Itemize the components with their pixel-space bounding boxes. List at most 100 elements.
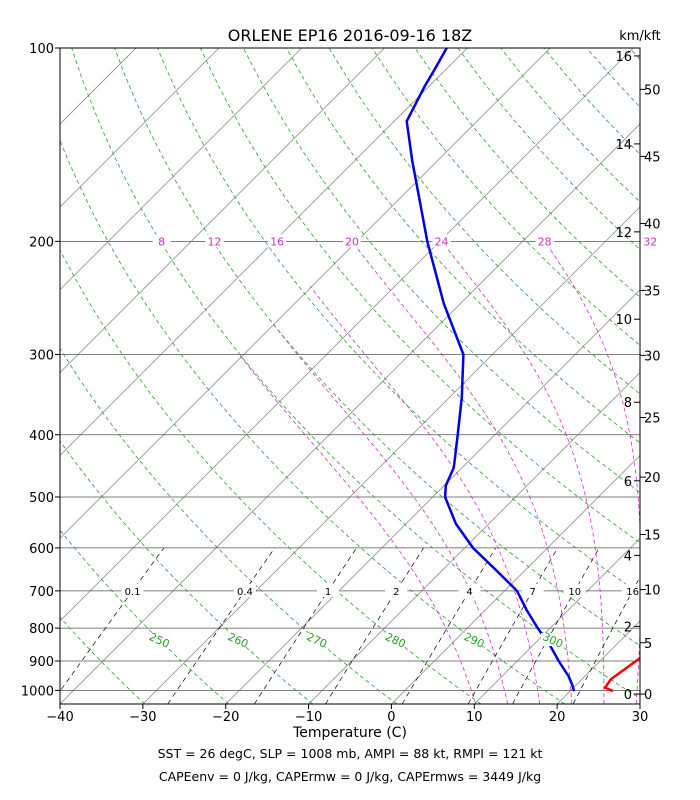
x-tick-label: 10 [466,710,483,725]
moist-adiabat-label-bg [641,234,660,248]
moist-adiabat-label: 16 [270,235,284,248]
pressure-tick-label: 900 [29,655,54,670]
x-tick-label: −10 [295,710,322,725]
dry-adiabat-line [243,48,640,493]
kft-tick-label: 40 [644,217,661,232]
isotherm-line [60,48,220,208]
dry-adiabat-label-bg [226,633,251,647]
isotherm-line [60,48,302,291]
x-tick-label: −30 [129,710,156,725]
mixing-ratio-label: 7 [529,587,535,598]
dry-adiabat-line [285,48,640,444]
isotherm-line [639,703,640,704]
mixing-ratio-label-bg [621,583,644,597]
dry-adiabat-line [586,48,640,108]
km-tick-label: 4 [624,549,632,564]
dry-adiabat-line [60,347,397,704]
kft-tick-label: 25 [644,411,661,426]
mixing-ratio-label: 0.1 [125,587,141,598]
x-tick-label: −40 [46,710,73,725]
background-grid [0,48,700,704]
dry-adiabat-line [60,139,566,704]
dry-adiabat-label-bg [541,633,566,647]
x-tick-label: 0 [387,710,395,725]
km-tick-label: 0 [624,688,632,703]
kft-tick-label: 5 [644,637,652,652]
dry-adiabat-line [60,248,482,704]
series-dewpoint-line [405,48,576,692]
footer-line-1: SST = 26 degC, SLP = 1008 mb, AMPI = 88 … [158,746,543,761]
mixing-ratio-label: 2 [393,587,399,598]
dry-adiabat-line [60,702,61,704]
plot-frame [59,47,641,705]
moist-adiabat-line [238,354,477,704]
moist-adiabat-label: 8 [158,235,165,248]
moist-adiabat-label: 20 [345,235,359,248]
dry-adiabat-line [371,48,640,346]
moist-adiabat-label-bg [535,234,554,248]
dry-adiabat-label-bg [147,633,172,647]
isotherm-line [60,48,385,374]
mixing-ratio-label: 1 [325,587,331,598]
mixing-ratio-label: 16 [626,587,639,598]
dry-adiabat-line [60,529,229,704]
right-axis-label: km/kft [619,29,661,44]
kft-tick-label: 10 [644,584,661,599]
isotherm-line [391,454,640,704]
dry-adiabat-label-bg [304,633,329,647]
profile-lines [405,48,640,693]
dry-adiabat-line [200,48,640,544]
dry-adiabat-label-bg [462,633,487,647]
dry-adiabat-line [328,48,640,395]
pressure-tick-label: 500 [29,491,54,506]
mixing-ratio-label-bg [317,583,340,597]
footer-line-2: CAPEenv = 0 J/kg, CAPErmw = 0 J/kg, CAPE… [159,769,541,784]
moist-adiabat-line [309,286,541,704]
km-tick-label: 10 [615,313,632,328]
pressure-tick-label: 400 [29,429,54,444]
mixing-ratio-label-bg [563,583,586,597]
isotherm-line [60,48,634,622]
km-tick-label: 2 [624,620,632,635]
kft-tick-label: 45 [644,150,661,165]
kft-tick-label: 30 [644,349,661,364]
isotherm-line [308,372,640,704]
moist-adiabat-label: 32 [643,235,657,248]
moist-adiabat-label-bg [205,234,224,248]
pressure-tick-label: 300 [29,348,54,363]
x-tick-label: 30 [632,710,649,725]
mixing-ratio-label: 10 [568,587,581,598]
isotherm-line [60,48,137,125]
mixing-ratio-line [512,547,600,704]
mixing-ratio-line [254,547,357,704]
dry-adiabat-line [500,48,640,203]
isotherm-line [0,48,53,704]
pressure-tick-label: 800 [29,622,54,637]
moist-adiabat-label: 24 [435,235,449,248]
pressure-tick-label: 100 [29,42,54,57]
moist-adiabat-line [544,241,640,704]
dry-adiabat-line [673,48,700,704]
isotherm-line [474,537,640,704]
mixing-ratio-label: 4 [466,587,472,598]
mixing-ratio-line [325,547,424,704]
mixing-ratio-line [572,576,640,704]
km-tick-label: 16 [615,50,632,65]
mixing-ratio-line [167,547,275,704]
axes: −40 −30 −20 −10 0 10 20 30100200300400500600700… [21,42,661,725]
kft-tick-label: 0 [644,688,652,703]
kft-tick-label: 15 [644,528,661,543]
dry-adiabat-label-bg [383,633,408,647]
dry-adiabat-line [60,440,313,704]
moist-adiabat-label-bg [152,234,171,248]
pressure-tick-label: 600 [29,542,54,557]
moist-adiabat-label-bg [343,234,362,248]
kft-tick-label: 50 [644,83,661,98]
x-tick-label: 20 [549,710,566,725]
moist-adiabat-label: 28 [538,235,552,248]
mixing-ratio-label-bg [458,583,481,597]
moist-adiabat-label-bg [268,234,287,248]
moist-adiabat-label: 12 [208,235,222,248]
pressure-tick-label: 1000 [21,684,54,699]
